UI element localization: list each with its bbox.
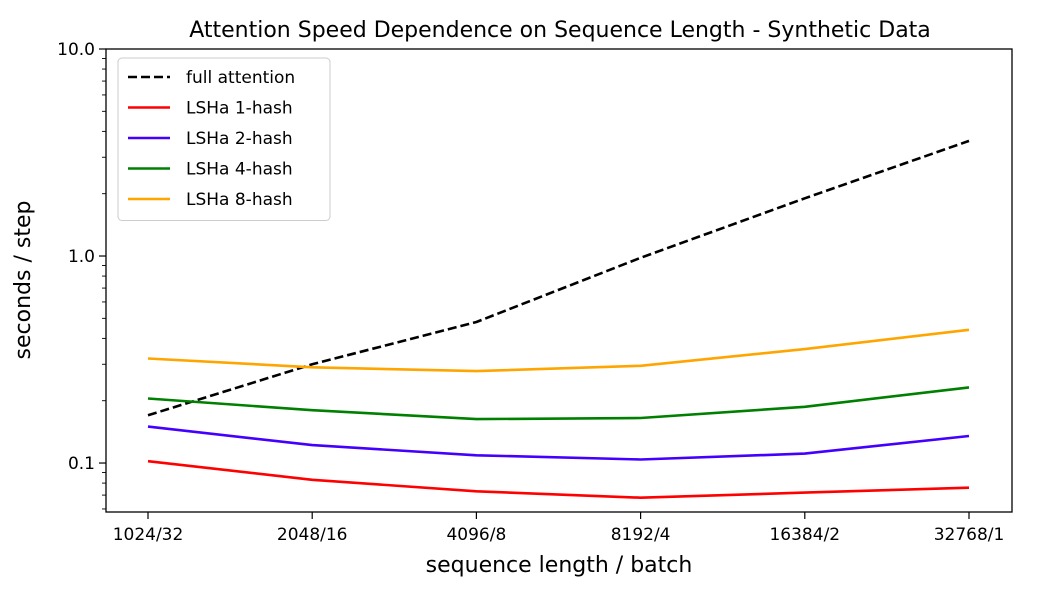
series-lines [147, 139, 970, 500]
y-axis-label: seconds / step [11, 201, 36, 360]
legend-label: LSHa 8-hash [186, 190, 293, 210]
x-tick-label: 1024/32 [113, 525, 184, 545]
plot-area-frame [105, 48, 1013, 513]
series-line-4 [147, 328, 970, 373]
x-tick-label: 2048/16 [277, 525, 348, 545]
legend-label: LSHa 4-hash [186, 160, 293, 180]
legend-box [117, 57, 331, 221]
x-tick-label: 4096/8 [446, 525, 506, 545]
y-tick-label: 10.0 [57, 40, 95, 60]
y-tick-label: 1.0 [68, 247, 95, 267]
legend: full attention LSHa 1-hash LSHa 2-hash LSHa… [117, 57, 331, 221]
x-tick-label: 16384/2 [769, 525, 840, 545]
series-line-0 [147, 139, 970, 417]
x-tick-label: 8192/4 [611, 525, 671, 545]
series-line-2 [147, 425, 970, 461]
legend-label: LSHa 1-hash [186, 99, 293, 119]
legend-label: full attention [186, 68, 295, 88]
legend-label: LSHa 2-hash [186, 129, 293, 149]
chart-title: Attention Speed Dependence on Sequence L… [189, 18, 931, 43]
series-line-3 [147, 386, 970, 421]
x-tick-label: 32768/1 [934, 525, 1005, 545]
y-tick-label: 0.1 [68, 454, 95, 474]
series-line-1 [147, 459, 970, 500]
y-axis-ticks: 0.1 1.0 10.0 [57, 40, 106, 510]
x-axis-label: sequence length / batch [426, 553, 693, 578]
x-axis-ticks: 1024/32 2048/16 4096/8 8192/4 16384/2 32768/1 [113, 512, 1005, 545]
